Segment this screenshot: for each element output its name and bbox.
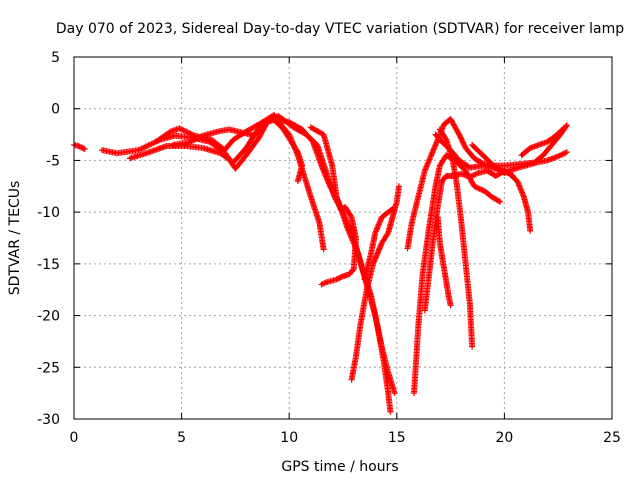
data-point — [179, 126, 186, 133]
y-tick-label: -5 — [46, 153, 60, 169]
data-point — [475, 185, 482, 192]
data-point — [294, 178, 301, 185]
data-point — [456, 131, 463, 138]
series-track-g — [348, 183, 402, 383]
data-point — [460, 139, 467, 146]
data-point — [186, 129, 193, 136]
data-point — [447, 302, 454, 309]
series-track-k — [411, 152, 504, 397]
data-point — [476, 185, 483, 192]
series-track-f — [307, 124, 359, 288]
data-point — [388, 206, 395, 213]
y-axis-label: SDTVAR / TECUs — [7, 181, 23, 296]
y-tick-label: -20 — [37, 309, 60, 325]
y-tick-label: 5 — [51, 50, 60, 66]
data-point — [510, 172, 517, 179]
data-point — [560, 125, 567, 132]
x-axis-label: GPS time / hours — [281, 459, 398, 475]
data-point — [460, 140, 467, 147]
data-point — [461, 142, 468, 149]
data-point — [318, 281, 325, 288]
axis-ticks: 0 5 10 15 20 25 5 0 -5 -10 -15 -20 -25 -30 — [37, 50, 621, 446]
data-point — [495, 198, 502, 205]
data-point — [527, 227, 534, 234]
data-point — [458, 136, 465, 143]
data-point — [181, 127, 188, 134]
series-track-i — [404, 116, 570, 252]
data-point — [81, 146, 88, 153]
series-track-m — [434, 214, 454, 309]
data-point — [384, 231, 391, 238]
data-point — [347, 213, 354, 220]
data-point — [387, 408, 394, 415]
data-point — [80, 145, 87, 152]
data-point — [472, 183, 479, 190]
data-point — [294, 147, 301, 154]
data-point — [166, 129, 173, 136]
data-point — [391, 390, 398, 397]
series-track-n — [436, 126, 476, 350]
series-track-o — [469, 141, 570, 176]
data-point — [508, 172, 515, 179]
data-point — [188, 131, 195, 138]
data-point — [497, 198, 504, 205]
series-track-p — [518, 124, 568, 159]
y-tick-label: 0 — [51, 102, 60, 118]
chart-title: Day 070 of 2023, Sidereal Day-to-day VTE… — [56, 21, 624, 37]
data-point — [456, 132, 463, 139]
data-point — [190, 131, 197, 138]
data-point — [177, 126, 184, 133]
x-tick-label: 5 — [177, 430, 186, 446]
y-tick-label: -30 — [37, 412, 60, 428]
data-point — [176, 125, 183, 132]
data-point — [184, 129, 191, 136]
gridlines — [74, 57, 612, 419]
data-point — [469, 343, 476, 350]
x-tick-label: 15 — [388, 430, 406, 446]
x-tick-label: 0 — [70, 430, 79, 446]
x-tick-label: 20 — [495, 430, 513, 446]
data-point — [471, 183, 478, 190]
y-tick-label: -25 — [37, 360, 60, 376]
data-point — [180, 127, 187, 134]
data-point — [442, 135, 449, 142]
data-point — [459, 138, 466, 145]
data-point — [334, 275, 341, 282]
plot-frame — [73, 56, 613, 420]
data-point — [455, 130, 462, 137]
data-point — [395, 183, 402, 190]
x-tick-label: 10 — [280, 430, 298, 446]
data-point — [320, 246, 327, 253]
data-point — [187, 130, 194, 137]
data-point — [473, 184, 480, 191]
data-point — [389, 206, 396, 213]
data-point — [457, 134, 464, 141]
x-tick-label: 25 — [603, 430, 621, 446]
data-marks — [71, 111, 570, 415]
data-point — [183, 128, 190, 135]
data-point — [563, 149, 570, 156]
y-tick-label: -10 — [37, 205, 60, 221]
data-point — [479, 187, 486, 194]
y-tick-label: -15 — [37, 257, 60, 273]
series-track-a — [71, 141, 88, 153]
data-point — [477, 186, 484, 193]
series-track-e — [169, 115, 306, 185]
series-track-h — [361, 206, 396, 283]
data-point — [458, 135, 465, 142]
data-point — [561, 124, 568, 131]
